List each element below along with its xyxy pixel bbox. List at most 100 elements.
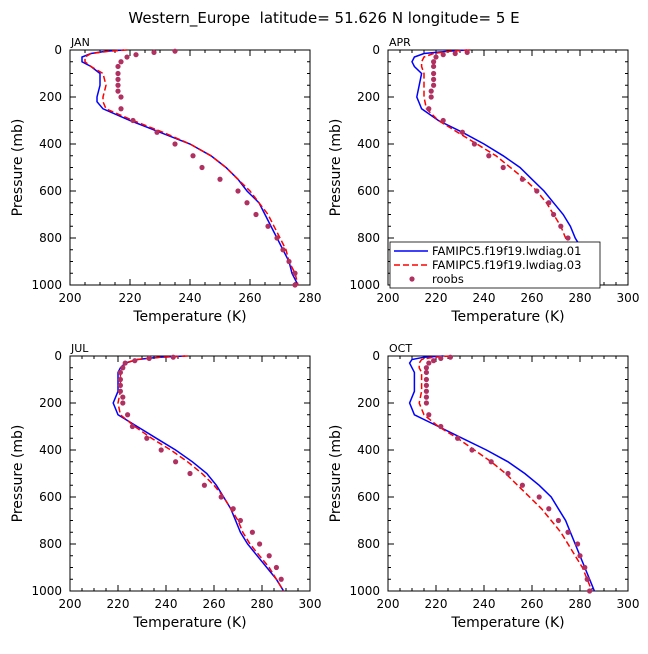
y-tick-label: 800	[39, 537, 62, 551]
roobs-point	[173, 459, 179, 465]
roobs-point	[423, 394, 429, 400]
series-line-lwdiag03	[84, 49, 299, 286]
x-tick-label: 220	[425, 597, 448, 611]
x-axis-label: Temperature (K)	[132, 615, 246, 631]
roobs-point	[565, 529, 571, 535]
roobs-point	[546, 506, 552, 512]
figure-title: Western_Europe latitude= 51.626 N longit…	[128, 9, 519, 28]
y-tick-label: 200	[357, 396, 380, 410]
roobs-point	[124, 54, 130, 60]
roobs-point	[286, 258, 292, 265]
y-tick-label: 800	[39, 231, 62, 245]
x-axis-label: Temperature (K)	[450, 615, 564, 631]
y-tick-label: 400	[357, 137, 380, 151]
y-tick-label: 0	[54, 43, 62, 57]
legend-entry: roobs	[432, 272, 464, 286]
roobs-point	[125, 412, 131, 418]
x-tick-label: 200	[377, 291, 400, 305]
roobs-point	[433, 54, 439, 60]
roobs-point	[423, 365, 429, 371]
legend-marker	[409, 276, 415, 282]
roobs-point	[488, 459, 494, 465]
roobs-point	[519, 176, 526, 182]
roobs-point	[187, 470, 193, 477]
roobs-point	[423, 369, 429, 376]
roobs-point	[438, 355, 444, 361]
x-axis-label: Temperature (K)	[450, 309, 564, 325]
roobs-point	[154, 129, 160, 135]
roobs-point	[133, 52, 139, 58]
roobs-point	[190, 153, 196, 159]
roobs-point	[130, 117, 136, 124]
panel-apr: APR 200 220 240 260 280 300 0 200 400 600 800 1000 Te…	[328, 36, 639, 325]
legend-entry: FAMIPC5.f19f19.lwdiag.03	[432, 258, 581, 272]
roobs-point	[423, 376, 429, 383]
roobs-point	[536, 494, 542, 500]
roobs-point	[265, 223, 271, 229]
roobs-point	[230, 506, 236, 512]
y-axis-label: Pressure (mb)	[328, 119, 344, 217]
roobs-point	[575, 541, 581, 547]
roobs-point	[428, 94, 434, 100]
roobs-point	[170, 354, 176, 360]
roobs-point	[423, 388, 429, 394]
panel-jul: JUL 200 220 240 260 280 300 0 200 400 600 800 1000 Te…	[10, 342, 321, 631]
roobs-point	[440, 52, 446, 58]
x-tick-label: 280	[569, 291, 592, 305]
roobs-point	[505, 470, 511, 477]
roobs-point	[431, 59, 437, 65]
roobs-point	[280, 247, 286, 253]
roobs-point	[158, 447, 164, 453]
roobs-point	[565, 235, 571, 241]
roobs-point	[551, 211, 557, 218]
roobs-point	[115, 63, 121, 70]
legend: FAMIPC5.f19f19.lwdiag.01FAMIPC5.f19f19.l…	[389, 241, 601, 289]
y-tick-label: 1000	[349, 278, 380, 292]
roobs-point	[273, 564, 279, 571]
roobs-point	[292, 282, 298, 288]
roobs-point	[217, 176, 223, 182]
roobs-point	[426, 106, 432, 112]
y-tick-label: 400	[39, 443, 62, 457]
roobs-point	[447, 354, 453, 360]
roobs-point	[555, 517, 562, 524]
roobs-point	[115, 76, 121, 82]
roobs-point	[235, 188, 241, 194]
panel-jan: JAN 200 220 240 260 280 0 200 400 600 800 1000 Tempe…	[10, 36, 321, 325]
x-tick-label: 280	[299, 291, 322, 305]
roobs-point	[438, 423, 444, 430]
roobs-point	[431, 82, 437, 88]
roobs-point	[455, 435, 461, 441]
x-tick-label: 240	[179, 291, 202, 305]
roobs-point	[459, 129, 465, 135]
legend-entry: FAMIPC5.f19f19.lwdiag.01	[432, 244, 581, 258]
x-tick-label: 220	[107, 597, 130, 611]
y-tick-label: 400	[39, 137, 62, 151]
series-line-lwdiag01	[112, 355, 285, 592]
y-tick-label: 1000	[31, 584, 62, 598]
y-tick-label: 200	[39, 90, 62, 104]
roobs-point	[115, 82, 121, 88]
roobs-point	[172, 141, 178, 147]
roobs-point	[426, 412, 432, 418]
roobs-point	[117, 388, 123, 394]
roobs-point	[253, 211, 259, 218]
roobs-point	[423, 400, 429, 406]
roobs-point	[117, 382, 123, 388]
roobs-point	[266, 553, 272, 559]
x-tick-label: 260	[203, 597, 226, 611]
x-tick-label: 240	[155, 597, 178, 611]
panel-label: APR	[389, 36, 411, 49]
roobs-point	[500, 164, 506, 171]
x-tick-label: 200	[59, 597, 82, 611]
x-tick-label: 200	[377, 597, 400, 611]
y-tick-label: 200	[39, 396, 62, 410]
y-axis-label: Pressure (mb)	[10, 119, 26, 217]
series-line-lwdiag01	[81, 49, 299, 286]
roobs-point	[274, 235, 280, 241]
roobs-point	[120, 365, 126, 371]
roobs-point	[486, 153, 492, 159]
roobs-point	[115, 88, 121, 94]
roobs-point	[471, 141, 477, 147]
